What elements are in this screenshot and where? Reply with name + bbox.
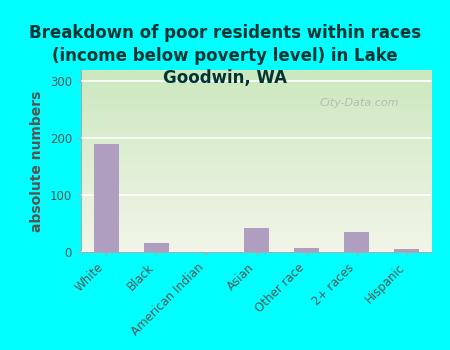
Bar xyxy=(244,228,269,252)
Bar xyxy=(144,244,169,252)
Bar xyxy=(394,249,419,252)
Bar xyxy=(344,232,369,252)
Bar xyxy=(94,144,119,252)
Y-axis label: absolute numbers: absolute numbers xyxy=(30,90,44,232)
Bar xyxy=(294,248,319,252)
Text: Breakdown of poor residents within races
(income below poverty level) in Lake
Go: Breakdown of poor residents within races… xyxy=(29,25,421,87)
Text: City-Data.com: City-Data.com xyxy=(320,98,399,108)
